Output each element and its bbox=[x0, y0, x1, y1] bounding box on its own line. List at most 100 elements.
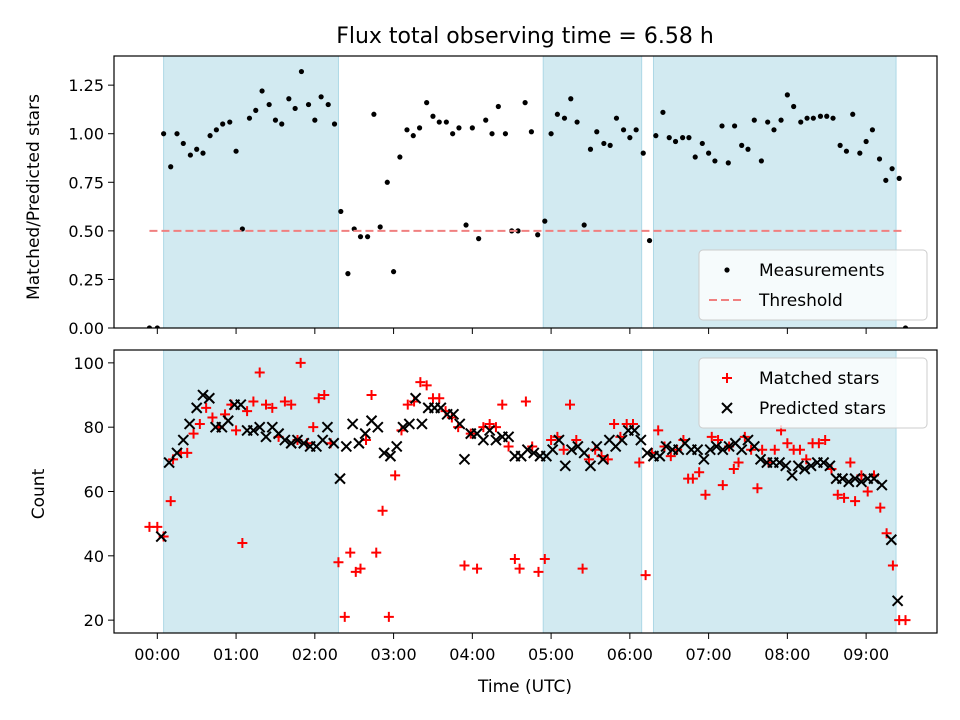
predicted-stars-point bbox=[203, 392, 216, 404]
matched-stars-point bbox=[801, 454, 812, 465]
measurement-point bbox=[364, 234, 371, 240]
matched-stars-point bbox=[503, 441, 514, 452]
bottom-y-axis-label: Count bbox=[29, 468, 49, 519]
predicted-stars-point bbox=[855, 476, 868, 488]
matched-stars-point bbox=[539, 554, 550, 565]
x-axis-label: Time (UTC) bbox=[477, 677, 572, 697]
measurement-point bbox=[246, 115, 253, 121]
top-y-axis-label: Matched/Predicted stars bbox=[24, 94, 44, 300]
measurement-point bbox=[305, 101, 312, 108]
matched-stars-point bbox=[509, 554, 520, 565]
matched-stars-point bbox=[377, 505, 388, 516]
y-tick-label: 0.00 bbox=[68, 319, 104, 338]
measurement-point bbox=[843, 148, 850, 154]
measurement-point bbox=[272, 117, 279, 123]
y-tick-label: 80 bbox=[84, 418, 104, 437]
measurement-point bbox=[554, 111, 560, 117]
predicted-stars-point bbox=[359, 427, 371, 440]
matched-stars-point bbox=[165, 496, 176, 507]
predicted-stars-point bbox=[565, 443, 578, 456]
measurement-point bbox=[633, 127, 639, 133]
matched-stars-point bbox=[152, 521, 163, 532]
y-tick-label: 100 bbox=[73, 354, 104, 373]
predicted-stars-point bbox=[378, 447, 390, 459]
measurement-point bbox=[325, 101, 331, 108]
matched-stars-point bbox=[875, 502, 886, 513]
y-tick-label: 0.50 bbox=[68, 222, 104, 241]
matched-stars-point bbox=[415, 377, 426, 388]
predicted-stars-point bbox=[346, 418, 359, 430]
matched-stars-point bbox=[446, 412, 457, 423]
measurement-point bbox=[522, 100, 528, 106]
axes-frame bbox=[113, 55, 938, 329]
predicted-stars-point bbox=[253, 421, 266, 433]
matched-stars-point bbox=[590, 444, 601, 455]
legend-label: Measurements bbox=[759, 261, 885, 281]
measurement-point bbox=[896, 175, 902, 181]
measurement-point bbox=[489, 131, 495, 137]
measurement-point bbox=[863, 138, 869, 145]
measurement-point bbox=[850, 111, 856, 117]
predicted-stars-point bbox=[409, 392, 422, 404]
measurement-point bbox=[463, 222, 469, 228]
measurement-point bbox=[266, 101, 272, 108]
predicted-stars-point bbox=[792, 460, 805, 472]
measurement-point bbox=[443, 119, 449, 125]
measurement-point bbox=[568, 96, 574, 102]
matched-stars-point bbox=[881, 528, 892, 539]
measurement-point bbox=[581, 222, 587, 228]
matched-stars-point bbox=[713, 435, 724, 446]
chart-title: Flux total observing time = 6.58 h bbox=[336, 24, 714, 49]
y-tick-label: 40 bbox=[84, 547, 104, 566]
measurement-point bbox=[574, 119, 580, 125]
predicted-stars-point bbox=[805, 460, 817, 472]
matched-stars-point bbox=[254, 367, 265, 378]
measurement-point bbox=[751, 117, 757, 123]
predicted-stars-point bbox=[477, 434, 490, 446]
top-panel-matched-predicted-ratio: 0.00 0.25 0.50 0.75 1.00 1.25 Measurements Thre… bbox=[68, 55, 938, 338]
matched-stars-point bbox=[248, 396, 259, 407]
predicted-stars-point bbox=[635, 434, 647, 446]
predicted-stars-point bbox=[279, 434, 291, 446]
measurement-point bbox=[758, 158, 764, 164]
predicted-stars-point bbox=[836, 472, 849, 485]
matched-stars-point bbox=[813, 438, 824, 449]
matched-stars-point bbox=[782, 438, 793, 449]
predicted-stars-point bbox=[691, 443, 704, 456]
matched-stars-point bbox=[434, 393, 445, 404]
matched-stars-point bbox=[390, 470, 401, 481]
measurement-point bbox=[719, 123, 725, 129]
measurement-point bbox=[587, 146, 594, 152]
predicted-stars-point bbox=[372, 421, 384, 433]
measurement-point bbox=[456, 125, 462, 131]
predicted-stars-point bbox=[416, 418, 428, 430]
x-tick-label: 08:00 bbox=[764, 645, 810, 664]
predicted-stars-point bbox=[698, 453, 710, 466]
y-tick-label: 1.25 bbox=[68, 76, 104, 95]
matched-stars-point bbox=[472, 563, 483, 574]
measurement-point bbox=[731, 123, 738, 129]
measurement-point bbox=[666, 135, 672, 141]
matched-stars-point bbox=[497, 399, 508, 410]
measurement-point bbox=[745, 146, 751, 152]
predicted-stars-point bbox=[190, 402, 203, 414]
matched-stars-point bbox=[319, 390, 330, 401]
measurement-point bbox=[168, 164, 174, 170]
matched-stars-point bbox=[826, 463, 837, 474]
matched-stars-point bbox=[453, 422, 464, 433]
predicted-stars-point bbox=[247, 424, 260, 437]
predicted-stars-point bbox=[222, 415, 234, 427]
matched-stars-point bbox=[366, 390, 377, 401]
measurement-point bbox=[869, 127, 876, 133]
measurement-point bbox=[410, 133, 416, 139]
matched-stars-point bbox=[820, 435, 831, 446]
measurement-point bbox=[804, 115, 810, 121]
predicted-stars-point bbox=[183, 418, 196, 430]
measurement-point bbox=[312, 117, 318, 123]
predicted-stars-point bbox=[660, 440, 672, 453]
predicted-stars-point bbox=[849, 472, 861, 485]
legend-label: Threshold bbox=[758, 291, 843, 311]
matched-stars-point bbox=[402, 399, 413, 410]
predicted-stars-point bbox=[447, 408, 460, 421]
matched-stars-point bbox=[596, 451, 607, 462]
